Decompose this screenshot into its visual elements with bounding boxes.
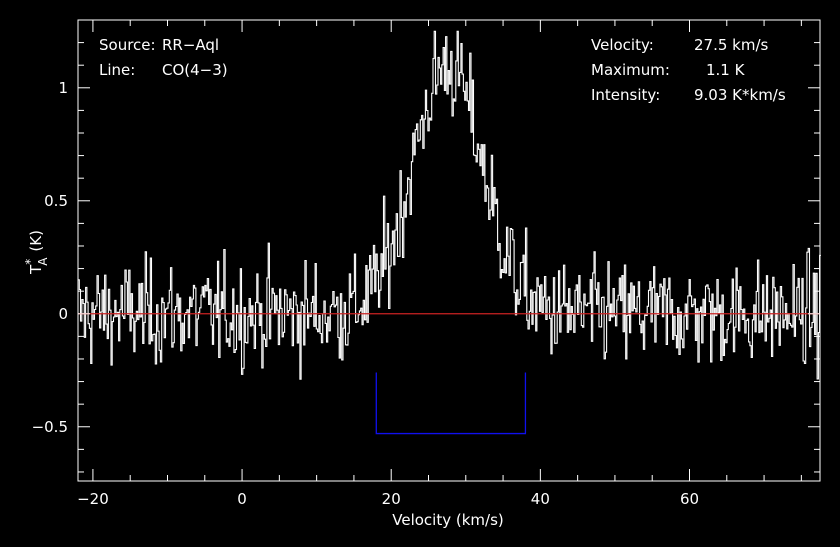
intensity-label: Intensity: (591, 86, 660, 104)
y-axis-label-sup: * (23, 259, 37, 265)
y-axis-label-main: T (27, 264, 45, 275)
maximum-label: Maximum: (591, 61, 670, 79)
x-tick-label: −20 (77, 490, 109, 508)
axis-ticks: −20 0 20 40 60 −0.5 0 0.5 1 (32, 20, 820, 508)
y-tick-label: 0 (58, 305, 68, 323)
source-label: Source: (99, 36, 156, 54)
velocity-value: 27.5 km/s (694, 36, 769, 54)
source-value: RR−Aql (162, 36, 219, 54)
x-tick-label: 60 (680, 490, 699, 508)
y-tick-label: 1 (58, 79, 68, 97)
x-axis-label: Velocity (km/s) (392, 511, 503, 529)
x-tick-label: 40 (531, 490, 550, 508)
maximum-value: 1.1 K (706, 61, 746, 79)
y-axis-label-sub: A (36, 257, 50, 266)
y-axis-label-unit: (K) (27, 230, 45, 252)
y-tick-label: −0.5 (32, 418, 68, 436)
velocity-label: Velocity: (591, 36, 654, 54)
x-tick-label: 0 (237, 490, 247, 508)
plot-frame (77, 19, 821, 482)
x-tick-label: 20 (382, 490, 401, 508)
intensity-value: 9.03 K*km/s (694, 86, 786, 104)
line-label: Line: (99, 61, 135, 79)
y-tick-label: 0.5 (44, 192, 68, 210)
svg-text:T*A(K): T*A (K) (23, 230, 50, 275)
line-value: CO(4−3) (162, 61, 228, 79)
integration-window (375, 372, 527, 435)
y-axis-label: T*A (K) (23, 230, 50, 275)
